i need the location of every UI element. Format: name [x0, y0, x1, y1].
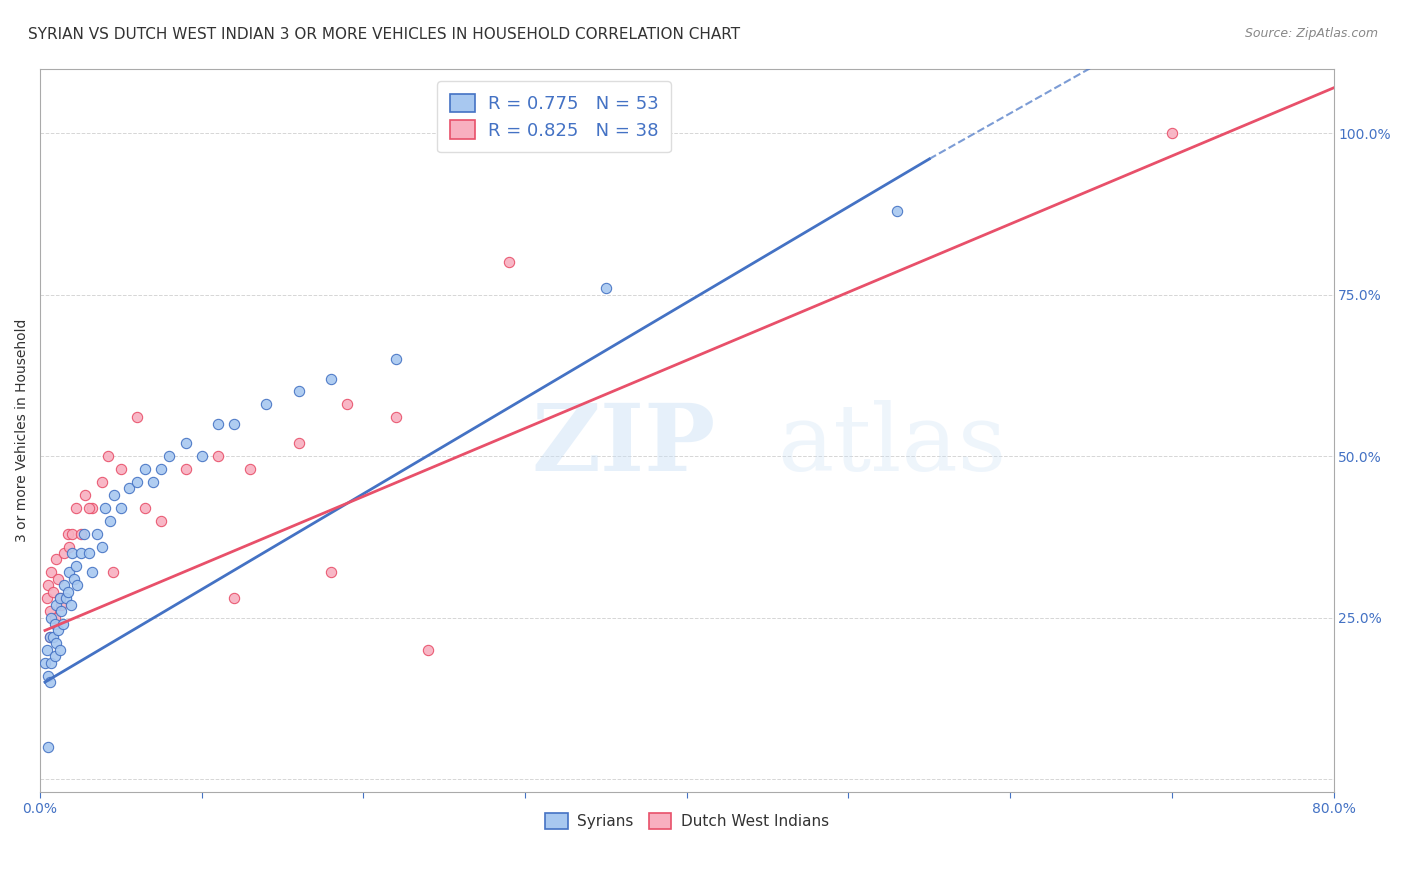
Point: [49, 598, 72, 612]
Point: [63, 572, 86, 586]
Point: [101, 566, 124, 580]
Point: [336, 397, 359, 411]
Point: [44, 610, 66, 624]
Point: [77, 546, 100, 560]
Point: [52, 617, 75, 632]
Point: [56, 584, 79, 599]
Point: [224, 591, 246, 606]
Point: [118, 482, 141, 496]
Point: [53, 546, 76, 560]
Point: [288, 436, 311, 450]
Point: [46, 572, 69, 586]
Point: [69, 546, 91, 560]
Point: [45, 552, 67, 566]
Point: [224, 417, 246, 431]
Text: SYRIAN VS DUTCH WEST INDIAN 3 OR MORE VEHICLES IN HOUSEHOLD CORRELATION CHART: SYRIAN VS DUTCH WEST INDIAN 3 OR MORE VE…: [28, 27, 740, 42]
Point: [110, 500, 132, 515]
Point: [886, 203, 908, 218]
Point: [110, 462, 132, 476]
Point: [418, 643, 440, 657]
Point: [94, 500, 117, 515]
Point: [385, 410, 408, 425]
Point: [65, 500, 87, 515]
Text: atlas: atlas: [778, 400, 1007, 490]
Point: [90, 475, 112, 489]
Point: [37, 578, 59, 592]
Text: ZIP: ZIP: [531, 400, 716, 490]
Point: [174, 436, 197, 450]
Point: [1160, 126, 1182, 140]
Point: [53, 578, 76, 592]
Point: [62, 546, 84, 560]
Point: [77, 500, 100, 515]
Point: [65, 558, 87, 573]
Point: [321, 371, 343, 385]
Point: [35, 643, 58, 657]
Point: [58, 540, 80, 554]
Point: [321, 566, 343, 580]
Point: [103, 488, 125, 502]
Y-axis label: 3 or more Vehicles in Household: 3 or more Vehicles in Household: [15, 318, 30, 542]
Point: [97, 449, 120, 463]
Point: [142, 475, 165, 489]
Point: [38, 630, 60, 644]
Legend: Syrians, Dutch West Indians: Syrians, Dutch West Indians: [538, 806, 835, 835]
Point: [207, 417, 229, 431]
Point: [385, 352, 408, 367]
Point: [58, 566, 80, 580]
Point: [174, 462, 197, 476]
Point: [288, 384, 311, 399]
Point: [44, 617, 66, 632]
Point: [86, 526, 108, 541]
Point: [45, 636, 67, 650]
Point: [59, 598, 82, 612]
Point: [35, 591, 58, 606]
Point: [256, 397, 278, 411]
Point: [48, 591, 70, 606]
Point: [75, 488, 97, 502]
Point: [62, 526, 84, 541]
Point: [134, 462, 156, 476]
Point: [55, 591, 77, 606]
Point: [41, 656, 63, 670]
Point: [80, 566, 103, 580]
Point: [38, 604, 60, 618]
Point: [207, 449, 229, 463]
Point: [48, 643, 70, 657]
Point: [239, 462, 262, 476]
Point: [34, 656, 56, 670]
Point: [191, 449, 214, 463]
Point: [42, 584, 65, 599]
Point: [41, 566, 63, 580]
Point: [66, 578, 89, 592]
Point: [98, 514, 121, 528]
Point: [127, 410, 149, 425]
Point: [69, 526, 91, 541]
Point: [56, 526, 79, 541]
Point: [38, 675, 60, 690]
Point: [37, 669, 59, 683]
Point: [134, 500, 156, 515]
Point: [73, 526, 96, 541]
Point: [150, 514, 173, 528]
Point: [37, 739, 59, 754]
Point: [498, 255, 520, 269]
Point: [48, 591, 70, 606]
Point: [90, 540, 112, 554]
Text: Source: ZipAtlas.com: Source: ZipAtlas.com: [1244, 27, 1378, 40]
Point: [38, 630, 60, 644]
Point: [127, 475, 149, 489]
Point: [49, 604, 72, 618]
Point: [159, 449, 181, 463]
Point: [41, 610, 63, 624]
Point: [44, 649, 66, 664]
Point: [42, 630, 65, 644]
Point: [150, 462, 173, 476]
Point: [45, 598, 67, 612]
Point: [46, 624, 69, 638]
Point: [80, 500, 103, 515]
Point: [595, 281, 617, 295]
